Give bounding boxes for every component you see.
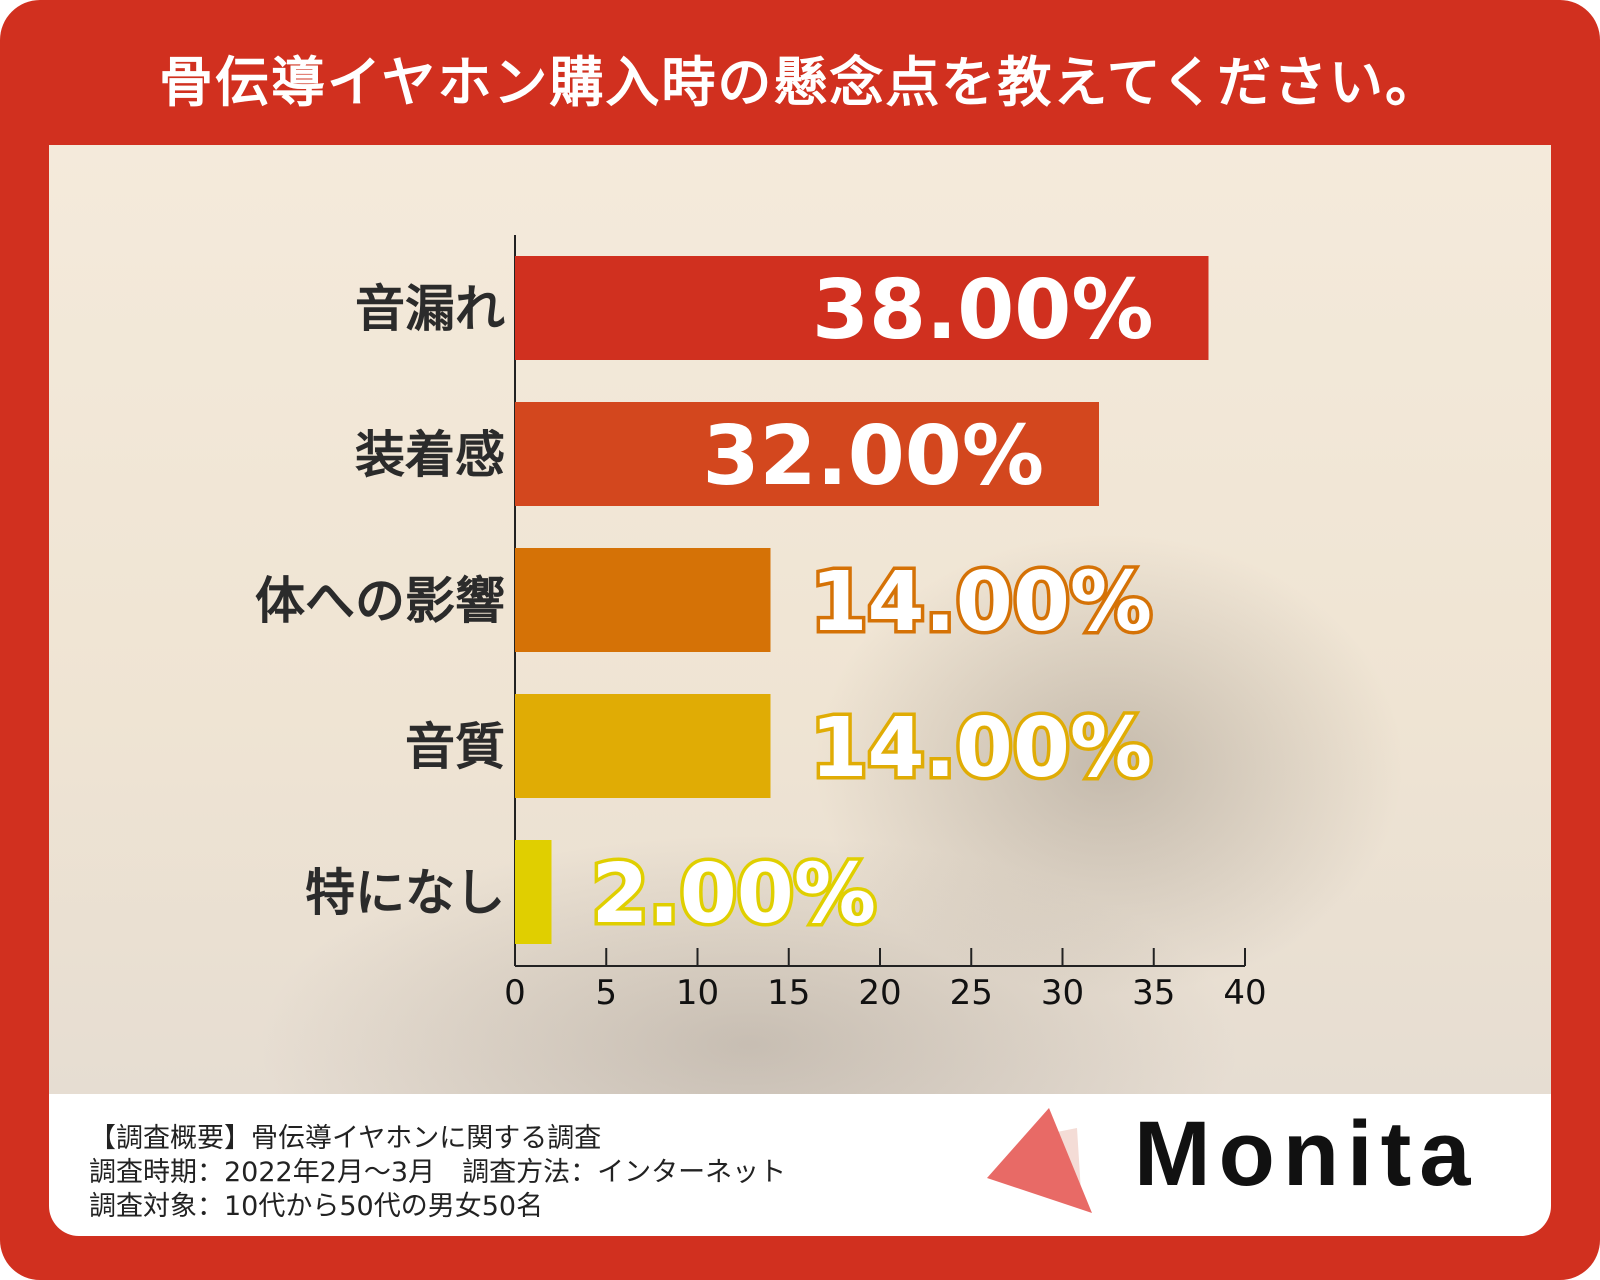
bar: [515, 548, 771, 652]
x-tick-label: 35: [1132, 973, 1175, 1013]
chart-title: 骨伝導イヤホン購入時の懸念点を教えてください。: [158, 51, 1442, 114]
bar-chart: 0 5 10 15 20 25 30 35 40 音漏れ 38.00% 装着感 32.00% 体への影響 1…: [255, 235, 1267, 1013]
bar: [515, 402, 1099, 506]
x-tick-label: 10: [676, 973, 719, 1013]
survey-target: 調査対象：10代から50代の男女50名: [89, 1191, 544, 1222]
data-label: 32.00%: [702, 409, 1044, 504]
data-label: 2.00%: [592, 847, 876, 942]
x-tick-label: 40: [1223, 973, 1266, 1013]
category-label: 音漏れ: [355, 280, 505, 338]
category-label: 特になし: [305, 864, 505, 922]
x-tick-label: 20: [858, 973, 901, 1013]
monita-logo-icon: [987, 1108, 1092, 1213]
monita-logo: Monita: [1134, 1103, 1479, 1205]
bar: [515, 694, 771, 798]
bar: [515, 256, 1209, 360]
x-tick-label: 5: [595, 973, 617, 1013]
data-label: 14.00%: [811, 701, 1153, 796]
survey-summary: 【調査概要】骨伝導イヤホンに関する調査: [89, 1123, 602, 1154]
bar: [515, 840, 552, 944]
x-tick-label: 15: [767, 973, 810, 1013]
chart-panel: 0 5 10 15 20 25 30 35 40 音漏れ 38.00% 装着感 32.00% 体への影響 1…: [49, 145, 1551, 1095]
x-tick-label: 25: [950, 973, 993, 1013]
category-label: 装着感: [355, 426, 505, 484]
x-tick-label: 30: [1041, 973, 1084, 1013]
data-label: 14.00%: [811, 555, 1153, 650]
survey-period-method: 調査時期：2022年2月〜3月 調査方法：インターネット: [89, 1157, 787, 1188]
x-tick-label: 0: [504, 973, 526, 1013]
category-label: 体への影響: [255, 572, 505, 630]
category-label: 音質: [405, 718, 505, 776]
footer: 【調査概要】骨伝導イヤホンに関する調査 調査時期：2022年2月〜3月 調査方法…: [49, 1094, 1551, 1236]
data-label: 38.00%: [812, 263, 1154, 358]
